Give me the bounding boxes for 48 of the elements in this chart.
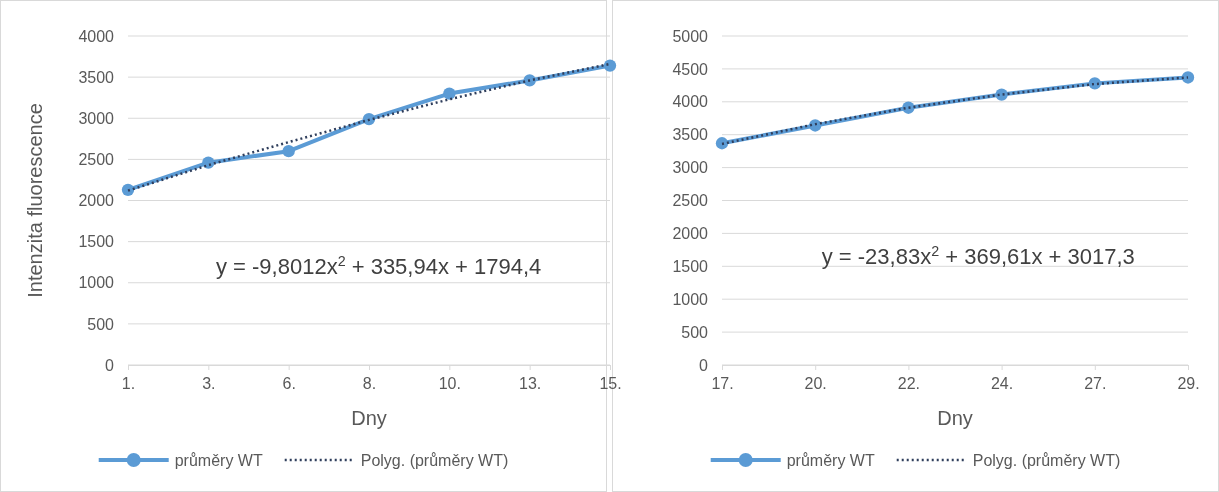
x-axis-title: Dny bbox=[351, 407, 387, 429]
y-tick-label: 5000 bbox=[672, 27, 709, 45]
x-tick-label: 27. bbox=[1084, 375, 1107, 393]
x-tick-label: 29. bbox=[1177, 375, 1200, 393]
y-tick-label: 4000 bbox=[672, 93, 709, 111]
point bbox=[715, 137, 729, 150]
annotation: y = -23,83x$^{2}$ + 369,61x + 3017,3 bbox=[821, 243, 1135, 270]
y-tick-label: 4500 bbox=[672, 60, 709, 78]
legend-label: průměry WT bbox=[786, 452, 875, 469]
y-tick-label: 2500 bbox=[78, 150, 115, 168]
x-tick-label: 8. bbox=[362, 375, 377, 393]
y-tick-label: 2500 bbox=[672, 192, 709, 210]
y-tick-label: 500 bbox=[87, 315, 115, 333]
x-tick-label: 24. bbox=[990, 375, 1014, 393]
annotation: y = -9,8012x$^{2}$ + 335,94x + 1794,4 bbox=[215, 253, 542, 280]
x-tick-label: 10. bbox=[438, 375, 461, 393]
x-tick-label: 13. bbox=[519, 375, 542, 393]
legend-label: Polyg. (průměry WT) bbox=[972, 452, 1121, 469]
y-tick-label: 1500 bbox=[672, 257, 709, 275]
y-tick-label: 1500 bbox=[78, 233, 115, 251]
y-tick-label: 0 bbox=[105, 356, 115, 374]
y-tick-label: 3500 bbox=[78, 68, 115, 86]
y-tick-label: 2000 bbox=[78, 192, 115, 210]
x-tick-label: 1. bbox=[121, 375, 136, 393]
y-axis-title: Intenzita fluorescence bbox=[24, 103, 46, 298]
y-tick-label: 0 bbox=[699, 356, 709, 374]
x-tick-label: 3. bbox=[202, 375, 216, 393]
y-tick-label: 3000 bbox=[78, 109, 115, 127]
point bbox=[603, 59, 617, 72]
x-axis-title: Dny bbox=[937, 407, 973, 429]
y-tick-label: 3000 bbox=[672, 159, 709, 177]
legend-label: průměry WT bbox=[174, 452, 263, 469]
x-tick-label: 6. bbox=[282, 375, 296, 393]
point bbox=[121, 183, 135, 196]
y-tick-label: 1000 bbox=[78, 274, 115, 292]
x-tick-label: 22. bbox=[897, 375, 921, 393]
point bbox=[443, 87, 456, 100]
x-tick-label: 17. bbox=[711, 375, 734, 393]
y-tick-label: 3500 bbox=[672, 126, 709, 144]
y-tick-label: 1000 bbox=[672, 290, 709, 308]
y-tick-label: 500 bbox=[681, 323, 709, 341]
point bbox=[282, 144, 295, 158]
y-tick-label: 2000 bbox=[672, 225, 709, 243]
x-tick-label: 15. bbox=[599, 375, 622, 393]
legend-label: Polyg. (průměry WT) bbox=[360, 452, 509, 469]
point bbox=[1181, 71, 1195, 84]
x-tick-label: 20. bbox=[804, 375, 827, 393]
y-tick-label: 4000 bbox=[78, 27, 115, 45]
